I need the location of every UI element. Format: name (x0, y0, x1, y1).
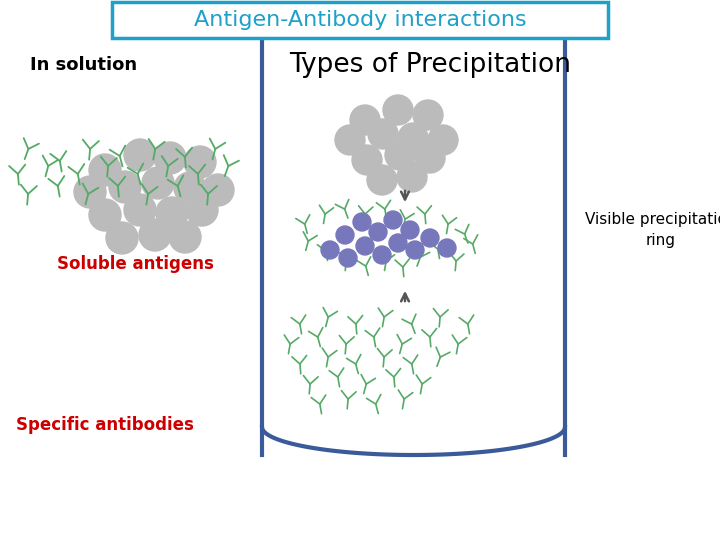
Circle shape (89, 154, 121, 186)
Circle shape (184, 146, 216, 178)
Circle shape (350, 105, 380, 135)
Text: Soluble antigens: Soluble antigens (57, 255, 213, 273)
Circle shape (398, 123, 428, 153)
Circle shape (174, 172, 206, 204)
Circle shape (202, 174, 234, 206)
FancyBboxPatch shape (112, 2, 608, 38)
Circle shape (397, 162, 427, 192)
Text: Specific antibodies: Specific antibodies (16, 416, 194, 434)
Circle shape (368, 119, 398, 149)
Circle shape (356, 237, 374, 255)
Circle shape (428, 125, 458, 155)
Circle shape (156, 197, 188, 229)
Circle shape (124, 139, 156, 171)
Text: In solution: In solution (30, 56, 137, 74)
Circle shape (321, 241, 339, 259)
Circle shape (339, 249, 357, 267)
Circle shape (186, 194, 218, 226)
Text: Types of Precipitation: Types of Precipitation (289, 52, 571, 78)
Circle shape (401, 221, 419, 239)
Circle shape (74, 176, 106, 208)
Circle shape (406, 241, 424, 259)
Circle shape (353, 213, 371, 231)
Circle shape (373, 246, 391, 264)
Circle shape (367, 165, 397, 195)
Circle shape (421, 229, 439, 247)
Circle shape (142, 167, 174, 199)
Circle shape (438, 239, 456, 257)
Circle shape (139, 219, 171, 251)
Circle shape (106, 222, 138, 254)
Circle shape (154, 142, 186, 174)
Circle shape (89, 199, 121, 231)
Circle shape (352, 145, 382, 175)
Text: Visible precipitation
ring: Visible precipitation ring (585, 212, 720, 248)
Circle shape (384, 211, 402, 229)
Circle shape (336, 226, 354, 244)
Circle shape (335, 125, 365, 155)
Circle shape (413, 100, 443, 130)
Circle shape (415, 143, 445, 173)
Circle shape (109, 171, 141, 203)
Circle shape (383, 95, 413, 125)
Circle shape (385, 140, 415, 170)
Text: Antigen-Antibody interactions: Antigen-Antibody interactions (194, 10, 526, 30)
Circle shape (389, 234, 407, 252)
Circle shape (169, 221, 201, 253)
Circle shape (124, 194, 156, 226)
Circle shape (369, 223, 387, 241)
